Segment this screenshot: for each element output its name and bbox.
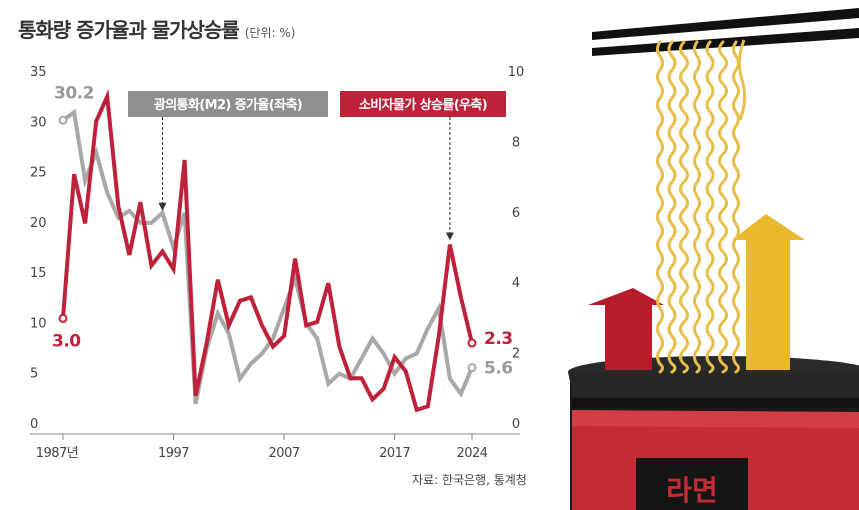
noodle-strand	[732, 40, 740, 374]
annotation-text: 광의통화(M2) 증가율(좌축)	[154, 97, 302, 113]
left-tick-label: 5	[30, 367, 38, 382]
cup-label-box	[636, 458, 748, 510]
right-tick-label: 4	[512, 276, 520, 291]
annotation-arrowhead	[158, 202, 167, 211]
right-tick-label: 8	[512, 135, 520, 150]
noodle-strand	[667, 40, 677, 374]
noodle-strand	[705, 40, 715, 374]
data-label-m2-end: 5.6	[484, 359, 513, 379]
annotation-arrowhead	[445, 232, 454, 241]
x-tick-label: 2024	[456, 446, 487, 461]
title-text: 통화량 증가율과 물가상승률	[18, 18, 240, 42]
left-tick-label: 30	[30, 115, 47, 130]
left-tick-label: 35	[30, 65, 47, 80]
cup-label-text: 라면	[666, 474, 718, 507]
series-end-marker	[58, 115, 68, 125]
annotation-1: 소비자물가 상승률(우축)	[340, 91, 506, 241]
annotation-0: 광의통화(M2) 증가율(좌축)	[128, 91, 328, 211]
noodle-strand	[693, 40, 701, 374]
left-tick-label: 20	[30, 216, 47, 231]
x-tick-label: 2017	[379, 446, 410, 461]
ramen-cup-icon: 라면	[568, 8, 859, 510]
noodle-strand	[718, 40, 728, 374]
left-tick-label: 0	[30, 417, 38, 432]
annotation-text: 소비자물가 상승률(우축)	[359, 97, 487, 113]
noodle-strand	[679, 40, 689, 374]
series-end-marker	[58, 313, 68, 323]
right-tick-label: 6	[512, 206, 520, 221]
chart-title: 통화량 증가율과 물가상승률 (단위: %)	[18, 14, 295, 43]
chopstick-icon	[592, 8, 859, 40]
left-tick-label: 15	[30, 266, 47, 281]
left-tick-label: 25	[30, 166, 47, 181]
series-line-0	[61, 108, 474, 405]
series-end-marker	[467, 363, 477, 373]
series-line-1	[61, 88, 474, 413]
cup-band	[572, 398, 859, 408]
right-tick-label: 0	[512, 417, 520, 432]
noodle-strand	[656, 40, 664, 374]
chart: 0 5 10 15 20 25 30 35 0 2 4 6 8 10 1987년 1997 2007 2017 20…	[30, 65, 525, 461]
x-tick-label: 2007	[269, 446, 300, 461]
data-label-m2-start: 30.2	[54, 83, 94, 103]
data-label-cpi-end: 2.3	[484, 329, 513, 349]
annotation-box	[340, 91, 506, 117]
data-label-cpi-start: 3.0	[52, 331, 81, 351]
up-arrow-yellow-icon	[732, 214, 805, 370]
annotation-box	[128, 91, 328, 117]
x-tick-label: 1987년	[36, 446, 79, 461]
unit-label: (단위: %)	[244, 26, 296, 40]
up-arrow-red-icon	[588, 288, 664, 370]
right-tick-label: 10	[508, 65, 525, 80]
x-tick-label: 1997	[158, 446, 189, 461]
cup-shine	[572, 410, 859, 428]
source-note: 자료: 한국은행, 통계청	[412, 473, 527, 487]
left-tick-label: 10	[30, 316, 47, 331]
cup-lid	[568, 372, 859, 400]
right-tick-label: 2	[512, 347, 520, 362]
noodle-strand	[737, 39, 747, 121]
series-end-marker	[467, 338, 477, 348]
